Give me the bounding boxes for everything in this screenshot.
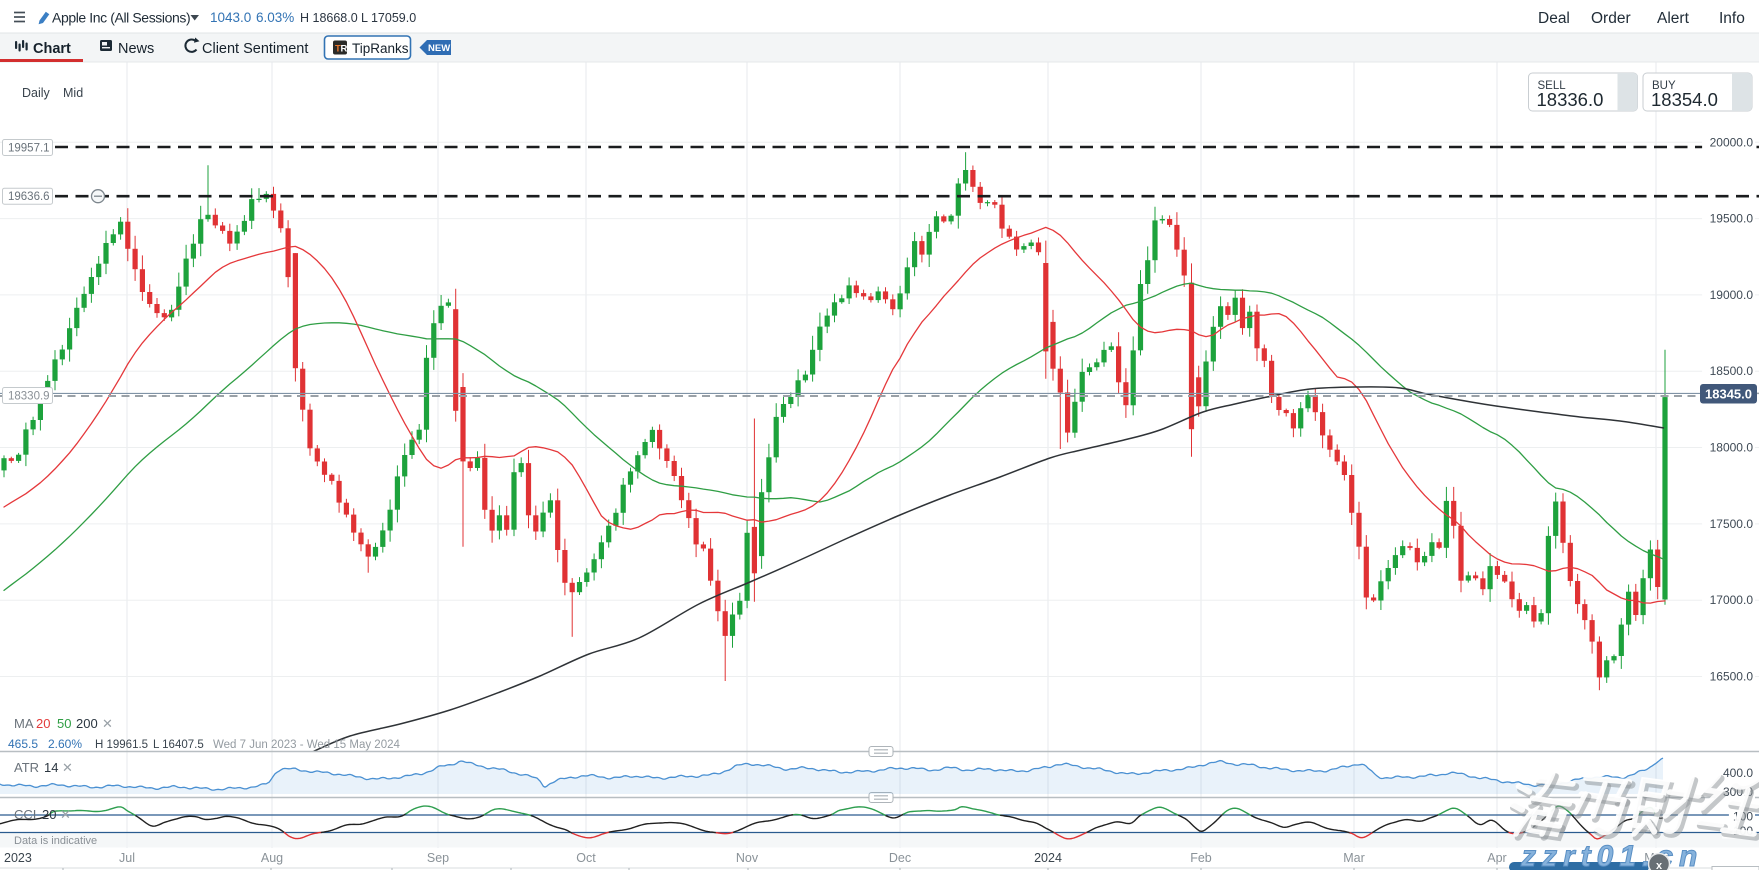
svg-text:17500.0: 17500.0 xyxy=(1710,517,1754,531)
svg-text:H 18668.0: H 18668.0 xyxy=(300,11,358,25)
svg-text:16500.0: 16500.0 xyxy=(1710,669,1754,683)
svg-text:Oct: Oct xyxy=(576,851,596,865)
svg-text:Nov: Nov xyxy=(736,851,759,865)
svg-text:19500.0: 19500.0 xyxy=(1710,212,1754,226)
svg-text:20: 20 xyxy=(42,807,56,822)
svg-text:✕: ✕ xyxy=(102,716,113,731)
svg-text:Aug: Aug xyxy=(261,851,283,865)
svg-text:H 19961.5: H 19961.5 xyxy=(95,739,148,751)
svg-text:Deal: Deal xyxy=(1538,10,1570,27)
svg-text:20: 20 xyxy=(36,716,50,731)
svg-text:19636.6: 19636.6 xyxy=(8,191,50,203)
svg-text:SELL: SELL xyxy=(1538,80,1567,92)
svg-text:Order: Order xyxy=(1591,10,1631,27)
svg-text:T: T xyxy=(335,44,341,55)
svg-text:Data is indicative: Data is indicative xyxy=(14,835,97,847)
svg-text:zzrt01.cn: zzrt01.cn xyxy=(1520,840,1703,870)
svg-text:19957.1: 19957.1 xyxy=(8,143,50,155)
svg-text:Daily: Daily xyxy=(22,86,51,100)
svg-text:400.0: 400.0 xyxy=(1723,766,1753,780)
svg-text:Mar: Mar xyxy=(1343,851,1365,865)
svg-text:Mid: Mid xyxy=(63,86,83,100)
svg-text:18336.0: 18336.0 xyxy=(1537,89,1604,110)
svg-text:x: x xyxy=(1656,860,1663,870)
svg-text:Chart: Chart xyxy=(33,41,71,57)
svg-text:Wed 7 Jun 2023 - Wed 15 May 20: Wed 7 Jun 2023 - Wed 15 May 2024 xyxy=(213,739,400,751)
svg-text:1043.0: 1043.0 xyxy=(210,10,251,25)
svg-text:Apple Inc (All Sessions): Apple Inc (All Sessions) xyxy=(52,10,190,26)
svg-text:BUY: BUY xyxy=(1652,80,1676,92)
svg-text:ATR: ATR xyxy=(14,760,39,775)
svg-text:✕: ✕ xyxy=(62,760,73,775)
svg-text:18354.0: 18354.0 xyxy=(1651,89,1718,110)
svg-text:18000.0: 18000.0 xyxy=(1710,441,1754,455)
svg-text:News: News xyxy=(118,41,154,57)
svg-text:200: 200 xyxy=(76,716,98,731)
svg-text:L 16407.5: L 16407.5 xyxy=(153,739,204,751)
svg-text:14: 14 xyxy=(44,760,58,775)
svg-text:20000.0: 20000.0 xyxy=(1710,135,1754,149)
svg-text:50: 50 xyxy=(57,716,71,731)
svg-text:2.60%: 2.60% xyxy=(48,737,82,751)
svg-text:CCI: CCI xyxy=(14,807,36,822)
svg-text:R: R xyxy=(341,44,348,55)
svg-text:Jul: Jul xyxy=(119,851,135,865)
svg-text:Apr: Apr xyxy=(1487,851,1506,865)
svg-text:NEW: NEW xyxy=(428,43,450,54)
svg-text:Alert: Alert xyxy=(1657,10,1690,27)
svg-text:Info: Info xyxy=(1719,10,1745,27)
svg-text:19000.0: 19000.0 xyxy=(1710,288,1754,302)
svg-text:465.5: 465.5 xyxy=(8,737,38,751)
svg-text:TipRanks: TipRanks xyxy=(352,41,409,56)
svg-text:Sep: Sep xyxy=(427,851,449,865)
svg-text:Client Sentiment: Client Sentiment xyxy=(202,41,308,57)
svg-text:✕: ✕ xyxy=(60,807,71,822)
svg-text:18345.0: 18345.0 xyxy=(1705,387,1752,402)
svg-text:6.03%: 6.03% xyxy=(256,10,294,25)
svg-text:Dec: Dec xyxy=(889,851,911,865)
svg-text:2023: 2023 xyxy=(4,851,32,865)
svg-text:18500.0: 18500.0 xyxy=(1710,364,1754,378)
svg-text:18330.9: 18330.9 xyxy=(8,391,50,403)
svg-text:2024: 2024 xyxy=(1034,851,1062,865)
svg-text:MA: MA xyxy=(14,716,34,731)
svg-text:L 17059.0: L 17059.0 xyxy=(361,11,416,25)
svg-text:17000.0: 17000.0 xyxy=(1710,593,1754,607)
svg-text:Feb: Feb xyxy=(1190,851,1212,865)
